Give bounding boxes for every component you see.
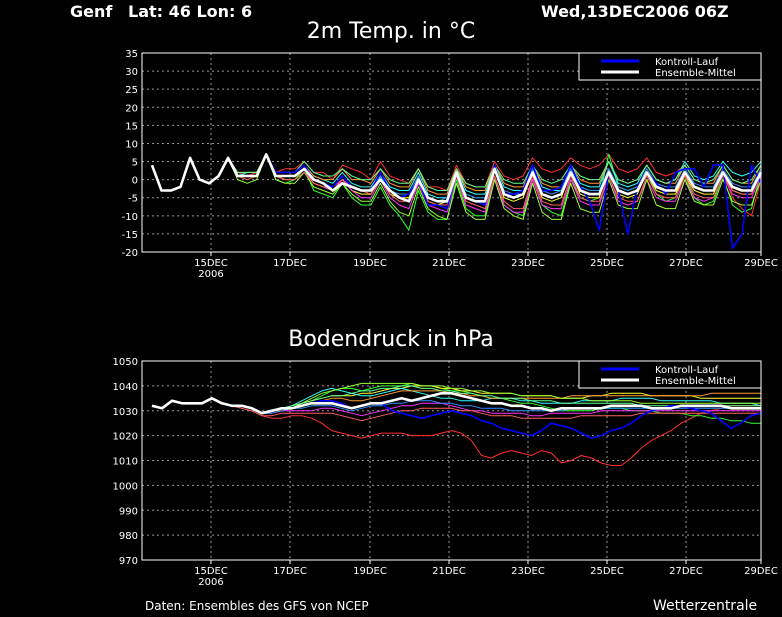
pressure-y-tick-label: 970 [119, 556, 138, 567]
temp-chart-title: 2m Temp. in °C [306, 19, 476, 44]
data-source-label: Daten: Ensembles des GFS von NCEP [145, 599, 369, 613]
temp-y-tick-label: 20 [125, 103, 138, 114]
pressure-legend-label: Ensemble-Mittel [655, 376, 736, 387]
temp-x-tick-label: 21DEC [432, 258, 466, 269]
pressure-y-tick-label: 1030 [113, 407, 138, 418]
pressure-y-tick-label: 1010 [113, 457, 138, 468]
pressure-plot-frame [141, 360, 762, 561]
run-date-label: Wed,13DEC2006 06Z [541, 2, 729, 21]
pressure-x-tick-label: 15DEC [194, 566, 228, 577]
temp-y-tick-label: 5 [132, 158, 138, 169]
pressure-series-member-9 [151, 397, 761, 422]
pressure-x-tick-label: 27DEC [669, 566, 703, 577]
pressure-legend-box [578, 360, 762, 389]
temp-x-tick-label: 17DEC [273, 258, 307, 269]
pressure-y-tick-label: 1050 [113, 357, 138, 368]
pressure-x-tick-label: 29DEC [744, 566, 778, 577]
coords-label: Lat: 46 Lon: 6 [128, 2, 253, 21]
pressure-y-tick-label: 980 [119, 531, 138, 542]
pressure-x-year-label: 2006 [198, 577, 223, 588]
temp-y-tick-label: 15 [125, 121, 138, 132]
pressure-series-mean [151, 391, 761, 415]
temp-legend-label: Kontroll-Lauf [655, 57, 719, 68]
temp-y-tick-label: 30 [125, 67, 138, 78]
temp-x-tick-label: 19DEC [353, 258, 387, 269]
temp-series-member-10 [151, 153, 762, 191]
temp-y-tick-label: -20 [122, 248, 138, 259]
pressure-y-tick-label: 1000 [113, 481, 138, 492]
pressure-x-tick-label: 23DEC [511, 566, 545, 577]
pressure-x-tick-label: 21DEC [432, 566, 466, 577]
temp-y-tick-label: 25 [125, 85, 138, 96]
pressure-x-tick-label: 19DEC [353, 566, 387, 577]
temp-y-tick-label: -10 [122, 212, 138, 223]
temp-x-tick-label: 25DEC [590, 258, 624, 269]
pressure-y-tick-label: 990 [119, 506, 138, 517]
temp-legend-label: Ensemble-Mittel [655, 68, 736, 79]
temp-y-tick-label: -15 [122, 230, 138, 241]
temp-y-tick-label: 0 [132, 176, 138, 187]
pressure-x-tick-label: 25DEC [590, 566, 624, 577]
temp-y-tick-label: -5 [128, 194, 138, 205]
pressure-chart-title: Bodendruck in hPa [288, 327, 494, 352]
temp-x-tick-label: 15DEC [194, 258, 228, 269]
pressure-y-tick-label: 1020 [113, 432, 138, 443]
temp-series-member-1 [151, 153, 762, 217]
temp-y-tick-label: 10 [125, 139, 138, 150]
pressure-legend-label: Kontroll-Lauf [655, 365, 719, 376]
temp-x-tick-label: 23DEC [511, 258, 545, 269]
pressure-x-tick-label: 17DEC [273, 566, 307, 577]
temp-x-tick-label: 29DEC [744, 258, 778, 269]
temp-series-mean [150, 153, 763, 203]
pressure-y-tick-label: 1040 [113, 382, 138, 393]
location-label: Genf [70, 2, 113, 21]
brand-label: Wetterzentrale [653, 598, 758, 614]
temp-series-member-7 [151, 153, 762, 220]
temp-plot-frame [141, 52, 762, 253]
temp-legend-box [578, 52, 762, 81]
temp-x-tick-label: 27DEC [669, 258, 703, 269]
temp-x-year-label: 2006 [198, 269, 223, 280]
temp-y-tick-label: 35 [125, 49, 138, 60]
